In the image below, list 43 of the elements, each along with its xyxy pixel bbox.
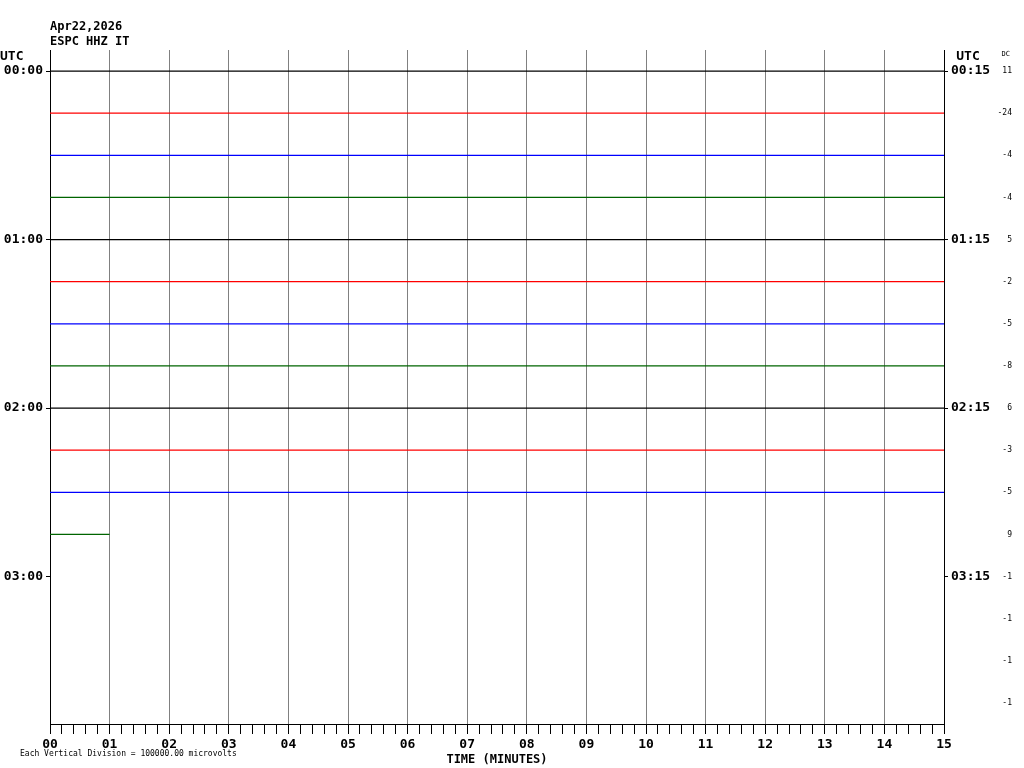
text: Each Vertical Division = 100000.00 microvolts [20, 749, 237, 758]
x-tick-label: 12 [757, 736, 774, 752]
x-tick-label: 09 [578, 736, 595, 752]
text: -1 [1002, 655, 1013, 665]
text: -8 [1002, 361, 1013, 371]
chart-title: Apr22,2026 [50, 19, 123, 33]
y-tick-label: 01:00 [3, 230, 44, 246]
text: -24 [997, 108, 1013, 118]
text: -1 [1002, 698, 1013, 708]
x-tick-label: 10 [638, 736, 654, 752]
text: -1 [1002, 571, 1013, 581]
y2-tick-label: 02:15 [951, 399, 991, 415]
text: 11 [1002, 66, 1013, 76]
x-tick-label: 05 [340, 736, 356, 752]
y-tick-label: 02:00 [3, 399, 44, 415]
y2-tick-label: 03:15 [951, 567, 991, 583]
chart-subtitle: ESPC HHZ IT [50, 34, 130, 48]
x-tick-label: 15 [936, 736, 952, 752]
x-tick-label: 06 [399, 736, 416, 752]
y2-axis-title: UTC [956, 48, 980, 63]
text: -5 [1002, 487, 1013, 497]
x-tick-label: 08 [518, 736, 535, 752]
x-tick-label: 07 [459, 736, 476, 752]
text: -1 [1002, 613, 1013, 623]
y-tick-label: 00:00 [3, 62, 44, 78]
text: 5 [1007, 234, 1013, 244]
x-tick-label: 13 [816, 736, 833, 752]
text: -4 [1002, 150, 1013, 160]
text: -3 [1002, 445, 1013, 455]
x-tick-label: 11 [697, 736, 714, 752]
x-tick-label: 01 [101, 736, 118, 752]
x-axis-title: TIME (MINUTES) [446, 752, 548, 766]
y2-tick-label: 00:15 [951, 62, 991, 78]
text: -5 [1002, 318, 1013, 328]
y-axis-title: UTC [0, 48, 24, 63]
text: 6 [1007, 403, 1013, 413]
x-tick-label: 04 [280, 736, 297, 752]
text: -2 [1002, 276, 1013, 286]
y-tick-label: 03:00 [3, 567, 44, 583]
text: -4 [1002, 192, 1013, 202]
text: 9 [1007, 529, 1013, 539]
x-tick-label: 14 [876, 736, 893, 752]
y2-tick-label: 01:15 [951, 230, 991, 246]
